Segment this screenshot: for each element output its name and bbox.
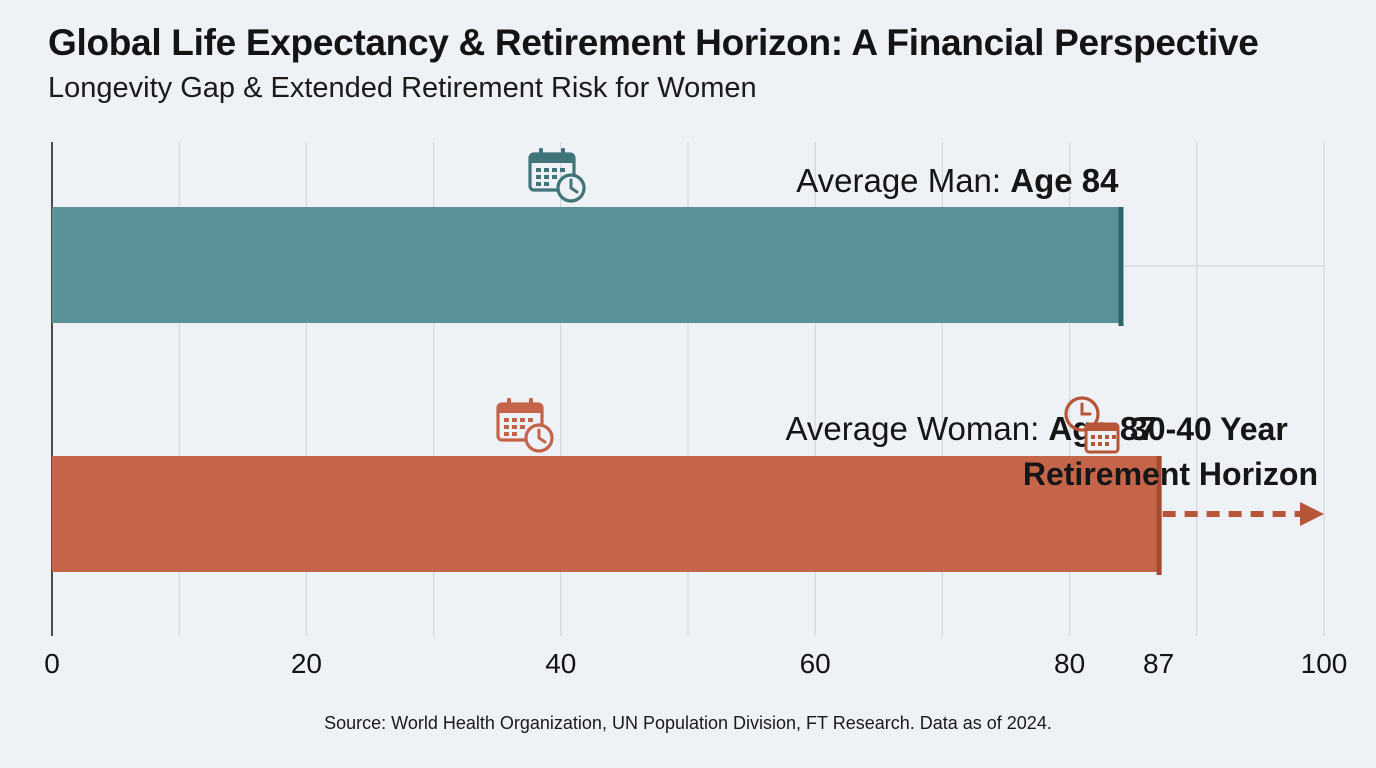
bar-label-prefix: Average Man: — [796, 162, 1010, 199]
clock-hands — [569, 178, 579, 194]
chart-subtitle: Longevity Gap & Extended Retirement Risk… — [48, 72, 757, 104]
calendar-cell — [536, 175, 541, 179]
calendar-header — [530, 154, 574, 163]
clock-calendar-icon — [1064, 396, 1120, 454]
calendar-cell — [536, 168, 541, 172]
clock-hands — [1080, 402, 1092, 416]
calendar-cell — [504, 425, 509, 429]
calendar-cell — [520, 418, 525, 422]
bar-end-marker — [1118, 207, 1124, 326]
calendar-cell — [544, 175, 549, 179]
x-tick-label: 87 — [1143, 648, 1174, 679]
calendar-cell — [560, 168, 565, 172]
bar — [52, 456, 1159, 572]
x-tick-label: 100 — [1301, 648, 1348, 679]
calendar-cell — [1091, 435, 1095, 439]
calendar-cell — [544, 168, 549, 172]
source-note: Source: World Health Organization, UN Po… — [324, 713, 1052, 733]
calendar-cell — [504, 418, 509, 422]
calendar-ring — [561, 148, 565, 159]
bar-label-prefix: Average Woman: — [785, 410, 1048, 447]
calendar-ring — [539, 148, 543, 159]
x-tick-label: 0 — [44, 648, 60, 679]
clock-hands — [537, 428, 547, 444]
calendar-cell — [1105, 435, 1109, 439]
calendar-cell — [544, 182, 549, 186]
calendar-cell — [552, 168, 557, 172]
calendar-cell — [1098, 435, 1102, 439]
calendar-header — [1086, 424, 1118, 431]
bar-end-marker — [1156, 456, 1162, 575]
x-tick-label: 80 — [1054, 648, 1085, 679]
calendar-cell — [1091, 442, 1095, 446]
calendar-cell — [1098, 442, 1102, 446]
calendar-cell — [512, 418, 517, 422]
horizon-label-line1: 30-40 Year — [1130, 411, 1288, 447]
horizon-arrow-head — [1300, 502, 1324, 526]
calendar-cell — [528, 418, 533, 422]
calendar-ring — [507, 398, 511, 409]
x-tick-label: 40 — [545, 648, 576, 679]
calendar-ring — [529, 398, 533, 409]
x-tick-label: 20 — [291, 648, 322, 679]
calendar-cell — [520, 425, 525, 429]
calendar-cell — [1105, 442, 1109, 446]
clock-face — [1064, 396, 1100, 432]
bar — [52, 207, 1121, 323]
x-tick-label: 60 — [800, 648, 831, 679]
calendar-clock-icon — [496, 398, 554, 453]
bar-label: Average Man: Age 84 — [796, 162, 1119, 199]
calendar-cell — [504, 432, 509, 436]
bar-label-value: Age 84 — [1010, 162, 1119, 199]
calendar-cell — [512, 425, 517, 429]
calendar-cell — [512, 432, 517, 436]
calendar-header — [498, 404, 542, 413]
calendar-cell — [552, 175, 557, 179]
calendar-cell — [536, 182, 541, 186]
horizon-label-line2: Retirement Horizon — [1023, 456, 1318, 492]
calendar-cell — [1112, 435, 1116, 439]
calendar-clock-icon — [528, 148, 586, 203]
chart-title: Global Life Expectancy & Retirement Hori… — [48, 22, 1259, 63]
